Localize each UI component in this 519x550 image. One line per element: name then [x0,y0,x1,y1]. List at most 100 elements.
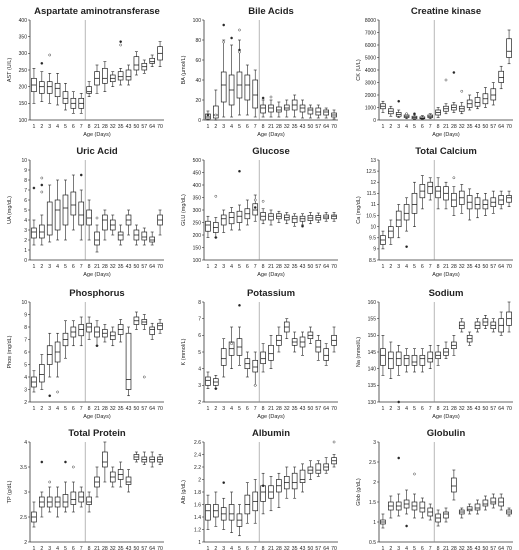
box-body [205,504,211,521]
outlier-point [460,89,464,93]
y-tick-label: 1.6 [194,502,201,508]
x-tick-label: 5 [238,124,241,130]
box-body [443,511,449,519]
box-4 [411,181,418,227]
box-9 [102,209,108,241]
box-12 [474,499,481,515]
box-body [205,376,211,386]
box-body [260,351,266,365]
x-tick-label: 5 [413,546,416,550]
x-tick-label: 3 [222,546,225,550]
y-tick-label: 1.8 [194,490,201,496]
x-tick-label: 50 [483,264,489,270]
box-body [506,195,512,203]
box-2 [46,486,53,513]
box-3 [228,44,235,118]
outlier-point [253,206,257,209]
box-15 [323,107,329,119]
box-body [482,499,489,507]
box-16 [331,454,337,468]
y-tick-label: 6 [24,198,27,204]
y-tick-label: 1 [198,540,201,546]
chart-title: Creatine kinase [411,6,481,17]
y-tick-label: 2 [24,400,27,406]
outlier-point [253,198,257,202]
outlier-point [230,342,233,346]
box-body [260,485,266,502]
box-body [102,67,108,84]
x-tick-label: 70 [506,264,512,270]
x-tick-label: 43 [126,546,132,550]
y-tick-label: 9 [24,168,27,174]
outlier-point [301,224,304,228]
x-tick-label: 2 [389,124,392,130]
box-body [62,91,69,104]
box-body [117,71,124,81]
x-tick-label: 2 [40,546,43,550]
box-body [244,74,251,101]
box-body [411,192,418,214]
y-axis-label: Ca (mg/dL) [356,196,362,224]
chart-title: Total Protein [68,428,126,439]
box-body [220,71,227,103]
box-16 [157,319,163,334]
box-body [419,354,426,366]
box-5 [70,320,77,347]
x-axis-label: Age (Days) [257,272,285,278]
x-tick-label: 50 [308,264,314,270]
outlier-point [40,183,44,187]
box-4 [411,348,418,373]
x-tick-label: 4 [230,406,233,412]
box-body [54,199,61,231]
box-11 [117,319,124,343]
box-4 [236,39,243,116]
x-tick-label: 57 [490,546,496,550]
box-2 [220,338,227,378]
box-11 [466,94,473,111]
outlier-point [214,194,218,198]
x-tick-label: 1 [206,124,209,130]
box-0 [205,494,211,530]
x-tick-label: 64 [498,264,504,270]
y-tick-label: 2 [24,540,27,546]
box-15 [498,190,504,210]
box-6 [78,189,85,241]
box-16 [331,212,337,222]
box-14 [141,59,148,74]
box-8 [268,476,274,512]
box-body [315,463,322,474]
box-9 [102,441,108,483]
x-tick-label: 32 [110,406,116,412]
box-body [86,209,92,226]
box-16 [157,41,163,67]
x-tick-label: 64 [323,546,329,550]
box-1 [213,375,219,389]
box-body [466,506,473,512]
box-12 [125,64,132,86]
box-body [86,496,92,505]
box-3 [54,179,61,241]
x-tick-label: 7 [429,546,432,550]
box-body [31,227,37,239]
y-tick-label: 150 [19,101,28,107]
box-6 [78,486,85,508]
x-tick-label: 1 [32,124,35,130]
box-body [46,201,53,236]
outlier-point [230,36,233,40]
y-axis-label: AST (U/L) [7,58,13,83]
x-tick-label: 32 [284,546,290,550]
y-tick-label: 8 [24,325,27,331]
box-8 [94,466,100,498]
y-axis-label: K (mmol/L) [181,338,187,365]
y-tick-label: 100 [193,258,202,264]
x-tick-label: 1 [381,546,384,550]
box-body [39,364,45,383]
box-9 [276,472,282,508]
box-5 [70,481,77,513]
y-tick-label: 11.5 [367,191,377,197]
box-0 [380,335,386,376]
x-tick-label: 2 [214,546,217,550]
